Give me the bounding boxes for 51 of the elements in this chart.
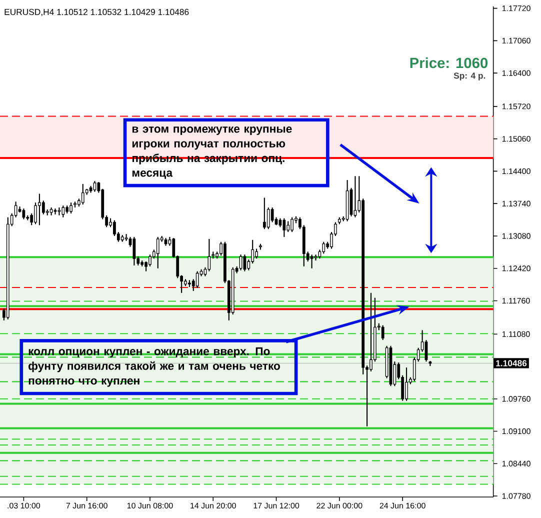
candlestick: [38, 193, 41, 226]
x-tick-label: 7 Jun 16:00: [66, 502, 108, 508]
candlestick: [290, 216, 294, 233]
y-tick-label: 1.14400: [502, 168, 530, 174]
candlestick: [208, 238, 211, 272]
candlestick: [62, 205, 65, 218]
chart-title: EURUSD,H4 1.10512 1.10532 1.10429 1.10486: [4, 8, 189, 16]
candlestick: [156, 236, 160, 269]
x-tick-label: 17 Jun 12:00: [254, 502, 300, 508]
y-tick-label: 1.08440: [502, 460, 530, 466]
candlestick: [286, 220, 290, 233]
y-tick-label: 1.15720: [502, 104, 530, 110]
y-tick-label: 1.12420: [502, 266, 530, 272]
y-tick-label: 1.15060: [502, 136, 530, 142]
ref-line-label: 1.10486: [496, 360, 527, 366]
candlestick: [70, 202, 72, 214]
y-tick-label: 1.09760: [502, 396, 530, 402]
y-tick-label: 1.11080: [502, 331, 530, 337]
candlestick: [381, 324, 384, 341]
candlestick: [266, 206, 270, 230]
candlestick: [262, 197, 266, 230]
candlestick: [81, 183, 84, 206]
candlestick: [54, 208, 57, 215]
x-tick-label: 24 Jun 16:00: [380, 502, 426, 508]
candlestick: [113, 220, 116, 236]
annotation: Price: 1060: [410, 57, 488, 68]
candlestick: [22, 208, 26, 220]
annotation: Sp: 4 p.: [454, 72, 486, 80]
x-tick-label: .03 10:00: [8, 502, 40, 508]
candlestick: [322, 241, 326, 254]
candlestick: [282, 218, 286, 238]
candlestick: [34, 202, 37, 225]
candlestick: [310, 254, 314, 269]
candlestick: [255, 248, 258, 260]
y-tick-label: 1.17720: [502, 5, 530, 12]
candlestick: [196, 270, 199, 289]
y-tick-label: 1.07780: [502, 493, 530, 499]
candlestick: [405, 366, 408, 402]
candlestick: [370, 292, 372, 372]
candlestick: [148, 254, 152, 267]
candlestick: [314, 254, 318, 262]
y-tick-label: 1.13740: [502, 200, 530, 206]
x-tick-label: 14 Jun 20:00: [190, 502, 236, 508]
y-tick-label: 1.09100: [502, 428, 530, 434]
y-tick-label: 1.13080: [502, 233, 530, 239]
x-tick-label: 22 Jun 00:00: [316, 502, 362, 508]
y-tick-label: 1.17060: [502, 38, 530, 44]
candlestick: [42, 200, 45, 215]
y-tick-label: 1.16400: [502, 70, 530, 76]
x-tick-label: 10 Jun 08:00: [127, 502, 173, 508]
y-tick-label: 1.11760: [502, 298, 530, 304]
